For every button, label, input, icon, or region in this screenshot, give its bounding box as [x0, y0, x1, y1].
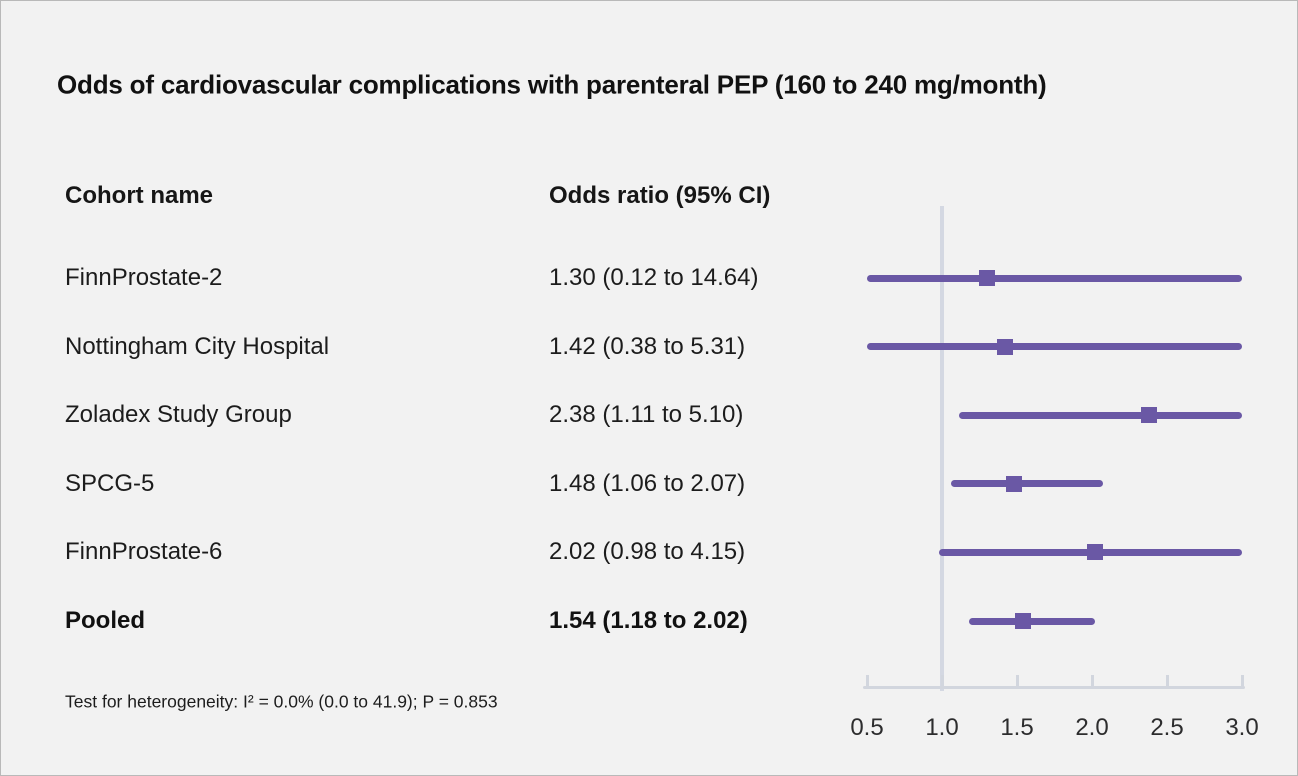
cohort-label: FinnProstate-2 — [65, 264, 223, 291]
estimate-marker — [1141, 407, 1157, 424]
cohort-label: Zoladex Study Group — [65, 401, 292, 429]
odds-ratio-value: 1.42 (0.38 to 5.31) — [549, 332, 746, 360]
heterogeneity-note: Test for heterogeneity: I² = 0.0% (0.0 t… — [65, 691, 498, 712]
cohort-label: SPCG-5 — [65, 469, 155, 497]
x-axis — [863, 685, 1245, 689]
axis-tick-label: 1.0 — [925, 714, 959, 741]
estimate-marker — [997, 338, 1013, 355]
cohort-label: Pooled — [65, 607, 146, 634]
ci-line — [867, 274, 1242, 282]
reference-line — [940, 206, 944, 691]
odds-ratio-value: 1.48 (1.06 to 2.07) — [549, 469, 746, 497]
axis-tick-label: 1.5 — [1000, 714, 1034, 741]
axis-tick — [865, 675, 869, 686]
ci-line — [867, 343, 1242, 351]
axis-tick — [1090, 675, 1094, 686]
axis-tick-label: 0.5 — [850, 714, 884, 741]
axis-tick-label: 2.5 — [1150, 714, 1184, 741]
axis-tick-label: 2.0 — [1075, 714, 1109, 741]
estimate-marker — [1006, 475, 1022, 492]
odds-ratio-value: 2.02 (0.98 to 4.15) — [549, 538, 746, 566]
axis-tick-label: 3.0 — [1225, 714, 1259, 741]
axis-tick — [1165, 675, 1169, 686]
pooled-estimate-marker — [1015, 613, 1031, 629]
estimate-marker — [979, 270, 995, 286]
axis-tick — [1240, 675, 1244, 686]
odds-ratio-value: 2.38 (1.11 to 5.10) — [549, 401, 744, 429]
axis-tick — [940, 675, 944, 686]
axis-tick — [1015, 675, 1019, 686]
estimate-marker — [1087, 544, 1103, 561]
cohort-label: Nottingham City Hospital — [65, 332, 330, 360]
figure-title: Odds of cardiovascular complications wit… — [57, 69, 1047, 100]
odds-ratio-column-header: Odds ratio (95% CI) — [549, 182, 771, 209]
odds-ratio-value: 1.54 (1.18 to 2.02) — [549, 607, 748, 634]
odds-ratio-value: 1.30 (0.12 to 14.64) — [549, 264, 759, 291]
ci-line — [951, 480, 1103, 488]
ci-line — [958, 411, 1242, 419]
cohort-column-header: Cohort name — [65, 182, 214, 209]
ci-line — [969, 617, 1095, 625]
cohort-label: FinnProstate-6 — [65, 538, 223, 566]
